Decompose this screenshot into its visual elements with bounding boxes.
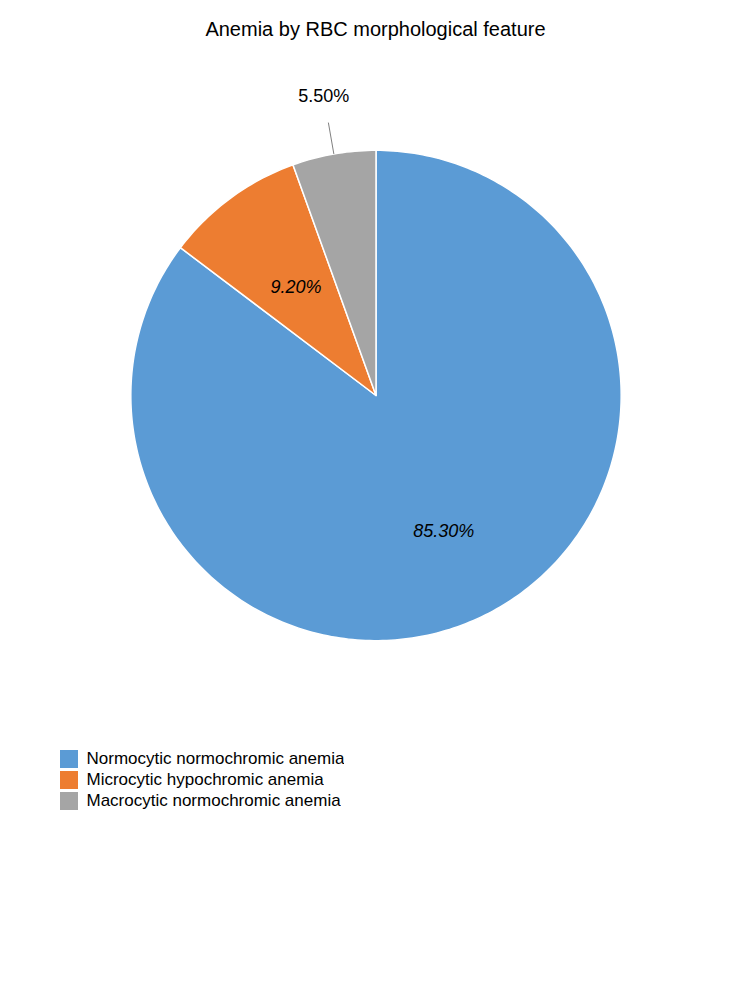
html-text:Normocytic normochromic anemia: Normocytic normochromic anemia [86, 749, 345, 768]
html-text:Anemia by RBC morphological fe: Anemia by RBC morphological feature [205, 18, 546, 40]
html-text:Macrocytic normochromic anemia: Macrocytic normochromic anemia [86, 791, 341, 810]
svg-text:85.30%: 85.30% [413, 521, 474, 541]
svg-text:9.20%: 9.20% [271, 277, 322, 297]
html-text:Microcytic hypochromic anemia: Microcytic hypochromic anemia [86, 770, 324, 789]
svg-text:5.50%: 5.50% [298, 86, 349, 106]
